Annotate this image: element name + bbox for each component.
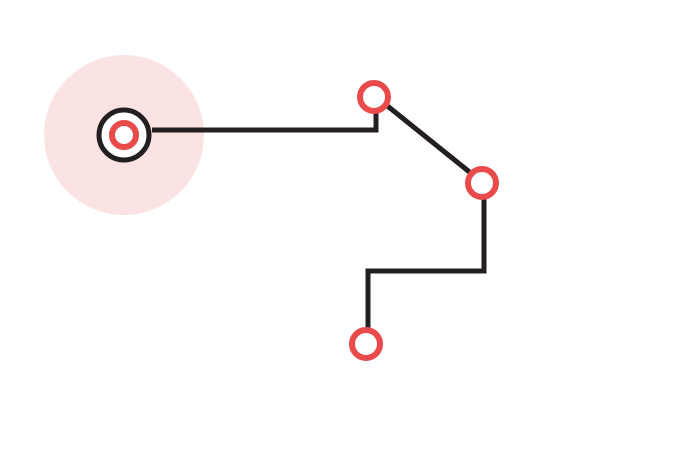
node-bottom[interactable]	[349, 327, 383, 361]
connector-lines	[152, 102, 487, 330]
node-right[interactable]	[465, 166, 499, 200]
edge-top-right-to-right	[383, 102, 474, 176]
node-top-right[interactable]	[357, 80, 391, 114]
edge-right-to-bottom	[365, 196, 487, 330]
edge-start-to-top-right	[152, 110, 379, 133]
node-start[interactable]	[96, 107, 152, 163]
node-start-inner-ring	[109, 120, 139, 150]
